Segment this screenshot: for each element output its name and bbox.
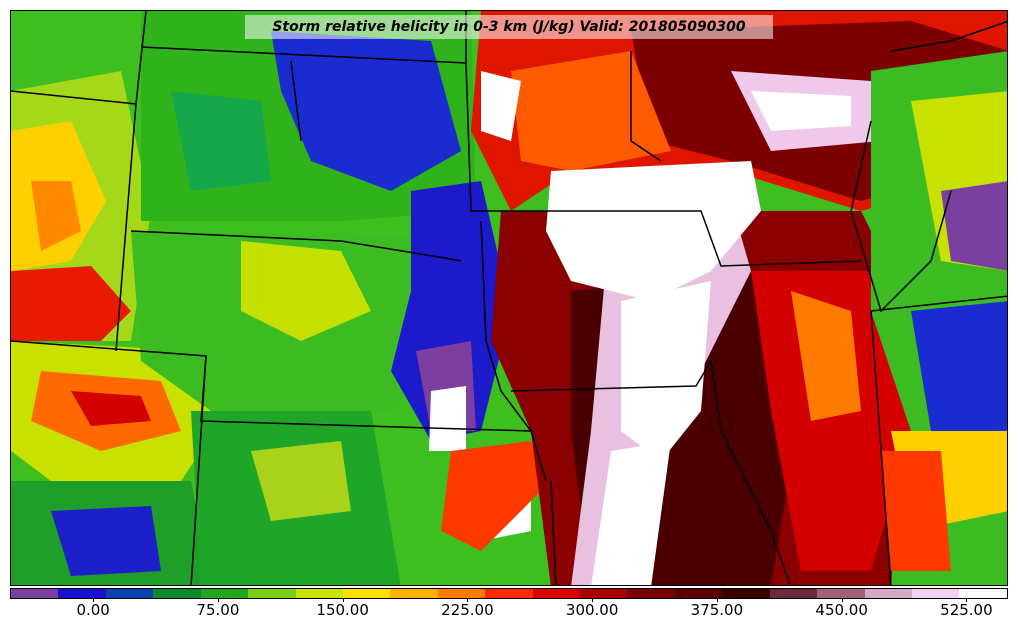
field-west-red bbox=[11, 266, 131, 341]
colorbar-segment bbox=[153, 589, 201, 598]
colorbar-tick-label: 225.00 bbox=[441, 601, 494, 619]
field-south-lime bbox=[251, 441, 351, 521]
colorbar-segment bbox=[105, 589, 154, 598]
colorbar-segment bbox=[769, 589, 818, 598]
colorbar-tick-labels: 0.00 75.00 150.00 225.00 300.00 375.00 450.00 5… bbox=[10, 598, 1008, 629]
colorbar-segment bbox=[11, 589, 59, 598]
colorbar-segment bbox=[58, 589, 106, 598]
colorbar-segment bbox=[580, 589, 628, 598]
boundary-line bbox=[510, 358, 792, 585]
colorbar-segment bbox=[485, 589, 533, 598]
state-boundaries bbox=[11, 11, 1007, 585]
field-west-orange bbox=[31, 181, 81, 251]
colorbar bbox=[10, 588, 1008, 599]
field-plains-orange bbox=[441, 441, 551, 551]
field-east-purple bbox=[941, 181, 1007, 271]
boundary-line bbox=[115, 103, 137, 352]
boundary-line bbox=[550, 480, 557, 585]
field-core-white-mid bbox=[621, 281, 711, 461]
helicity-field-map bbox=[11, 11, 1007, 585]
colorbar-segment bbox=[674, 589, 723, 598]
boundary-line bbox=[130, 230, 462, 262]
field-ne-white bbox=[751, 91, 851, 131]
colorbar-tick-mark bbox=[217, 598, 219, 602]
colorbar-tick-label: 150.00 bbox=[316, 601, 369, 619]
colorbar-segment bbox=[627, 589, 675, 598]
colorbar-tick-mark bbox=[592, 598, 594, 602]
field-east-red-south bbox=[881, 451, 951, 571]
colorbar-segment bbox=[342, 589, 391, 598]
colorbar-segment bbox=[248, 589, 296, 598]
colorbar-tick-label: 450.00 bbox=[815, 601, 868, 619]
boundary-line bbox=[480, 220, 532, 432]
colorbar-tick-label: 525.00 bbox=[940, 601, 993, 619]
colorbar-tick-label: 375.00 bbox=[690, 601, 744, 619]
colorbar-tick-label: 0.00 bbox=[76, 601, 110, 619]
boundary-line bbox=[890, 20, 1007, 52]
boundary-line bbox=[850, 120, 952, 313]
field-north-blue bbox=[271, 31, 461, 191]
boundary-line bbox=[290, 60, 302, 142]
boundary-line bbox=[11, 340, 547, 482]
boundary-line bbox=[870, 310, 892, 585]
boundary-line bbox=[190, 355, 207, 585]
field-east-orange bbox=[791, 291, 861, 421]
field-central-lime bbox=[241, 241, 371, 341]
colorbar-segment bbox=[200, 589, 249, 598]
field-sw-red bbox=[71, 391, 151, 426]
field-core-white-south bbox=[591, 441, 671, 585]
field-east-red bbox=[751, 271, 911, 571]
colorbar-segment bbox=[817, 589, 865, 598]
colorbar-tick-label: 300.00 bbox=[565, 601, 619, 619]
colorbar-segment bbox=[864, 589, 913, 598]
field-ne-white-west bbox=[481, 71, 521, 141]
field-east-blue bbox=[911, 301, 1007, 431]
colorbar-tick-mark bbox=[342, 598, 344, 602]
colorbar-segment bbox=[532, 589, 581, 598]
colorbar-segment bbox=[437, 589, 486, 598]
colorbar-tick-mark bbox=[467, 598, 469, 602]
colorbar-segment bbox=[912, 589, 960, 598]
field-north-darkgreen bbox=[171, 91, 271, 191]
colorbar-tick-mark bbox=[841, 598, 843, 602]
boundary-line bbox=[465, 62, 862, 267]
field-sw-blue bbox=[51, 506, 161, 576]
boundary-line bbox=[630, 51, 662, 162]
colorbar-tick-mark bbox=[966, 598, 968, 602]
map-title: Storm relative helicity in 0-3 km (J/kg)… bbox=[245, 15, 773, 39]
colorbar-tick-label: 75.00 bbox=[196, 601, 240, 619]
field-plains-white bbox=[429, 386, 466, 451]
colorbar-segment bbox=[390, 589, 438, 598]
boundary-line bbox=[870, 295, 1007, 312]
colorbar-segment bbox=[722, 589, 770, 598]
colorbar-segment bbox=[295, 589, 343, 598]
colorbar-segment bbox=[959, 589, 1007, 598]
map-panel bbox=[10, 10, 1008, 586]
colorbar-tick-mark bbox=[716, 598, 718, 602]
field-core-white-north bbox=[546, 161, 761, 301]
colorbar-tick-mark bbox=[93, 598, 95, 602]
